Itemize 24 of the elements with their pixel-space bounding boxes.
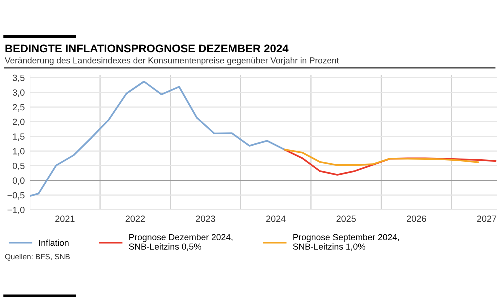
line-series <box>284 149 479 166</box>
y-tick-label: 1,0 <box>13 148 25 156</box>
x-tick-label: 2022 <box>126 216 146 222</box>
y-tick-label: 1,5 <box>13 134 25 142</box>
line-series <box>30 80 286 198</box>
chart-title: BEDINGTE INFLATIONSPROGNOSE DEZEMBER 2024 <box>6 44 289 53</box>
x-tick-label: 2021 <box>56 216 75 222</box>
y-tick-label: 0,5 <box>12 162 25 170</box>
y-tick-label: 2,0 <box>13 118 25 126</box>
y-tick-label: 3,0 <box>12 90 25 98</box>
legend-label: Prognose September 2024, SNB-Leitzins 1,0% <box>293 234 400 251</box>
y-tick-label: −1,0 <box>8 206 25 214</box>
x-tick-label: 2026 <box>407 216 426 222</box>
x-tick-label: 2023 <box>196 216 216 222</box>
y-tick-label: 3,5 <box>12 74 25 82</box>
y-tick-label: 0,0 <box>12 178 25 186</box>
chart-subtitle: Veränderung des Landesindexes der Konsumentenpreise gegenüber Vorjahr in Prozent <box>5 57 340 66</box>
y-tick-label: −0,5 <box>8 192 25 200</box>
legend-label: Inflation <box>40 240 69 246</box>
x-tick-label: 2025 <box>336 216 356 222</box>
y-tick-label: 2,5 <box>13 104 25 112</box>
x-tick-label: 2027 <box>477 216 497 222</box>
x-tick-label: 2024 <box>266 216 286 222</box>
legend-label: Prognose Dezember 2024, SNB-Leitzins 0,5% <box>129 234 233 251</box>
